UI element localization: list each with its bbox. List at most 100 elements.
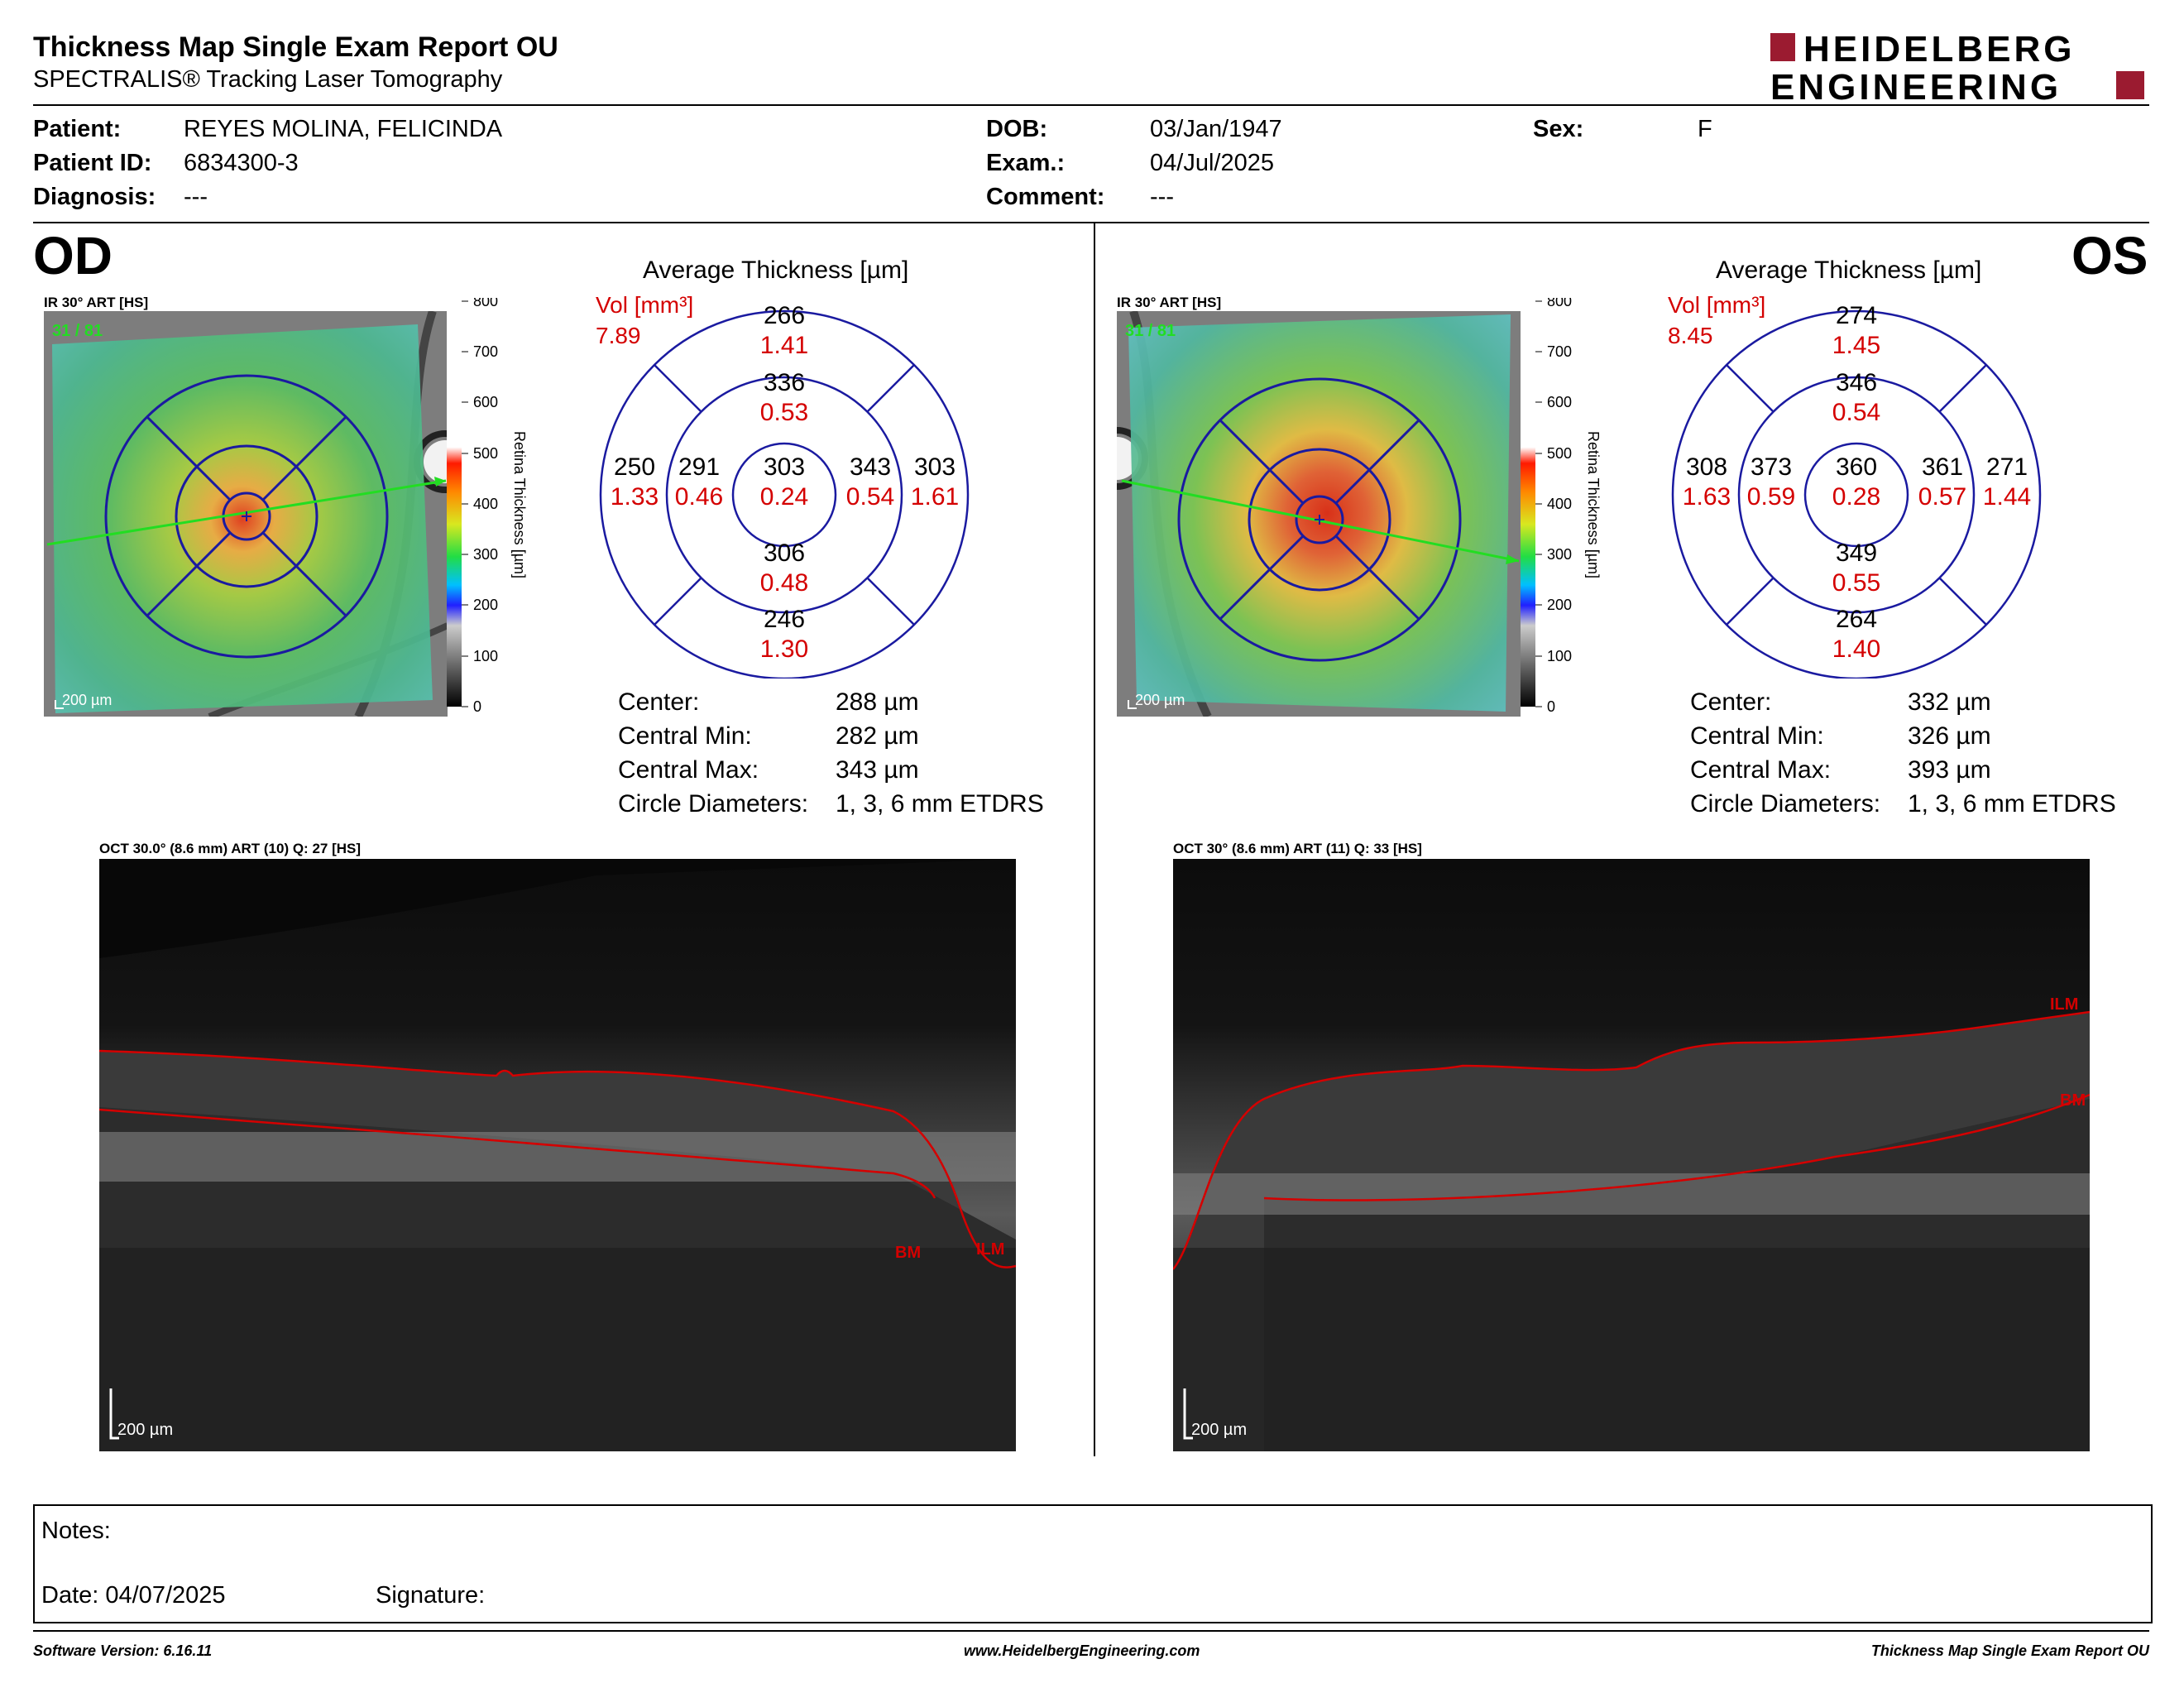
od-cbar-label: Retina Thickness [µm] [511,431,528,578]
diagnosis-value: --- [184,184,208,210]
os-cbar-tick: 700 [1547,343,1572,360]
od-stat-value: 282 µm [836,722,919,750]
od-cbar-tick: 400 [473,496,498,512]
od-oct-label: OCT 30.0° (8.6 mm) ART (10) Q: 27 [HS] [99,841,362,856]
od-cbar-tick: 600 [473,394,498,410]
od-map-scale: 200 µm [62,692,112,708]
os-inner-nas-thick: 361 [1922,453,1963,481]
patient-id: 6834300-3 [184,150,299,176]
od-inner-nas-vol: 0.54 [846,483,894,511]
os-cbar-tick: 600 [1547,394,1572,410]
notes-label: Notes: [41,1518,111,1544]
os-stat-value: 332 µm [1908,688,1991,716]
od-stat-label: Central Min: [618,722,752,750]
od-ir-label: IR 30° ART [HS] [44,295,149,310]
os-cbar-tick: 300 [1547,546,1572,563]
os-stat-label: Center: [1690,688,1772,716]
eye-divider [1094,223,1095,1456]
od-outer-sup-thick: 266 [764,302,805,329]
os-bm-label: BM [2060,1091,2086,1110]
os-cbar-tick: 100 [1547,648,1572,664]
os-outer-nas-vol: 1.44 [1983,483,2031,511]
os-inner-sup-vol: 0.54 [1832,399,1880,426]
os-outer-sup-vol: 1.45 [1832,332,1880,359]
os-stat-value: 393 µm [1908,756,1991,784]
od-cbar-tick: 500 [473,445,498,462]
od-stat-value: 1, 3, 6 mm ETDRS [836,790,1044,818]
os-map-scale: 200 µm [1135,692,1185,708]
od-outer-inf-thick: 246 [764,606,805,633]
exam-date: 04/Jul/2025 [1150,150,1274,176]
os-inner-temp-thick: 373 [1751,453,1792,481]
website-link[interactable]: www.HeidelbergEngineering.com [964,1642,1200,1659]
od-eye-label: OD [33,226,113,285]
diagnosis-label: Diagnosis: [33,184,156,210]
os-vol-label: Vol [mm³] [1668,292,1766,318]
os-frames-count: 31 / 81 [1125,322,1176,340]
logo-line2: ENGINEERING [1770,67,2062,104]
os-cbar-label: Retina Thickness [µm] [1585,431,1602,578]
os-center-thick: 360 [1836,453,1877,481]
od-outer-sup-vol: 1.41 [760,332,808,359]
patient-label: Patient: [33,116,122,142]
date-label: Date: 04/07/2025 [41,1582,226,1609]
od-inner-nas-thick: 343 [850,453,891,481]
od-stat-value: 343 µm [836,756,919,784]
os-oct-scale: 200 µm [1191,1421,1247,1439]
od-inner-inf-vol: 0.48 [760,569,808,597]
os-stat-value: 326 µm [1908,722,1991,750]
os-cbar-tick: 0 [1547,698,1555,715]
od-cbar-tick: 100 [473,648,498,664]
heidelberg-logo: HEIDELBERG ENGINEERING [1770,29,2151,108]
footer-divider [33,1630,2149,1632]
od-cbar-tick: 700 [473,343,498,360]
os-etdrs-grid: 274 1.45 346 0.54 308 1.63 373 0.59 360 … [1668,298,2048,683]
od-inner-sup-thick: 336 [764,369,805,396]
od-outer-nas-thick: 303 [914,453,956,481]
exam-label: Exam.: [986,150,1066,176]
os-inner-inf-vol: 0.55 [1832,569,1880,597]
od-outer-temp-vol: 1.33 [611,483,659,511]
os-cbar-tick: 200 [1547,597,1572,613]
sex-label: Sex: [1533,116,1584,142]
os-outer-sup-thick: 274 [1836,302,1877,329]
od-fundus-thickness-map: 31 / 81 200 µm [44,309,477,721]
patient-id-label: Patient ID: [33,150,152,176]
od-frames-count: 31 / 81 [52,322,103,340]
od-cbar-tick: 0 [473,698,481,715]
os-oct-label: OCT 30° (8.6 mm) ART (11) Q: 33 [HS] [1173,841,1422,856]
os-center-vol: 0.28 [1832,483,1880,511]
software-version: Software Version: 6.16.11 [33,1642,213,1659]
logo-line1: HEIDELBERG [1803,30,2075,70]
os-colorbar: 800 700 600 500 400 300 200 100 0 Retina… [1521,293,1612,726]
od-colorbar: 800 700 600 500 400 300 200 100 0 Retina… [447,293,538,726]
od-stat-label: Circle Diameters: [618,790,809,818]
os-stat-label: Central Max: [1690,756,1832,784]
os-cbar-tick: 800 [1547,298,1572,309]
os-oct-bscan: ILM BM 200 µm [1172,859,2091,1455]
od-cbar-tick: 800 [473,298,498,309]
os-vol-total: 8.45 [1668,323,1713,348]
os-avg-title: Average Thickness [µm] [1716,257,1982,284]
od-outer-temp-thick: 250 [614,453,655,481]
comment-value: --- [1150,184,1174,210]
od-oct-bscan: ILM BM 200 µm [98,859,1017,1455]
od-inner-temp-thick: 291 [678,453,720,481]
os-inner-sup-thick: 346 [1836,369,1877,396]
od-inner-inf-thick: 306 [764,539,805,567]
header-divider [33,104,2149,106]
os-outer-temp-vol: 1.63 [1683,483,1731,511]
od-stat-value: 288 µm [836,688,919,716]
comment-label: Comment: [986,184,1105,210]
os-outer-temp-thick: 308 [1686,453,1727,481]
os-inner-nas-vol: 0.57 [1918,483,1966,511]
od-inner-sup-vol: 0.53 [760,399,808,426]
od-center-vol: 0.24 [760,483,808,511]
os-cbar-tick: 400 [1547,496,1572,512]
os-inner-inf-thick: 349 [1836,539,1877,567]
od-stat-label: Central Max: [618,756,759,784]
notes-box[interactable]: Notes: Date: 04/07/2025 Signature: [33,1504,2153,1623]
os-cbar-tick: 500 [1547,445,1572,462]
os-outer-inf-vol: 1.40 [1832,635,1880,663]
signature-label: Signature: [376,1582,486,1609]
